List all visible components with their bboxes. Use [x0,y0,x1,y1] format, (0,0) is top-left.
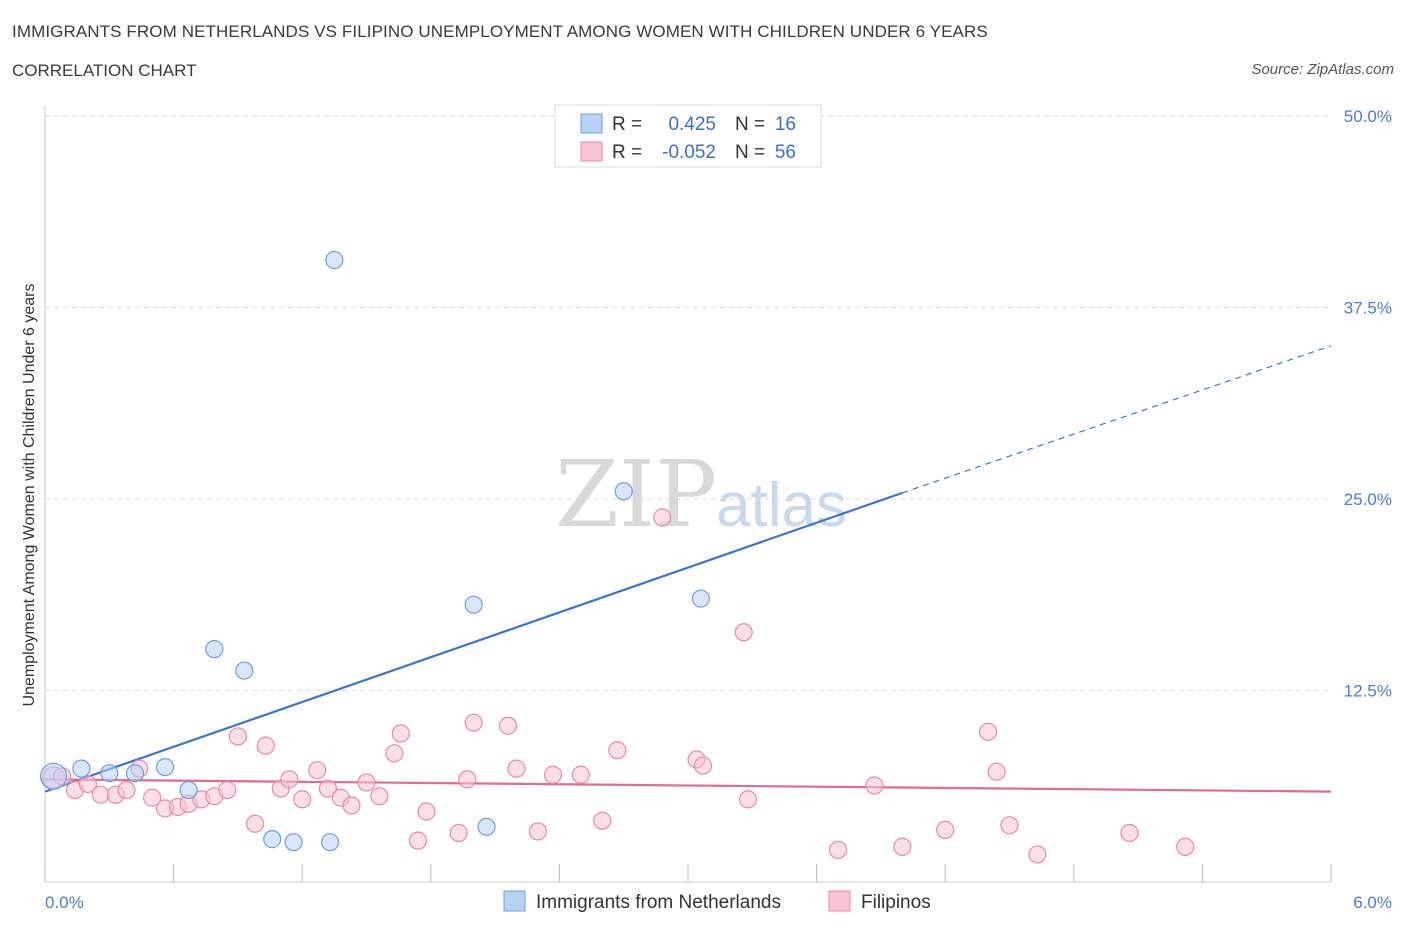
point-filipinos [308,761,327,780]
point-filipinos [464,713,483,732]
tick-labels: 12.5% 25.0% 37.5% 50.0% 0.0% 6.0% [45,107,1392,912]
legend-n-value: 56 [775,142,796,163]
point-filipinos [893,837,912,856]
point-netherlands [477,817,496,836]
point-filipinos [78,774,97,794]
point-filipinos [143,788,162,807]
point-netherlands [39,762,68,790]
point-filipinos [978,722,998,741]
series-legend-swatch-filipinos [828,890,851,912]
point-filipinos [865,776,884,795]
point-netherlands [614,482,633,501]
source-credit: Source: ZipAtlas.com [1251,61,1394,78]
point-filipinos [987,762,1006,781]
correlation-legend: R = 0.425 N = 16 R = -0.052 N = 56 [554,104,822,168]
trend-lines [44,345,1332,793]
point-filipinos [543,765,563,784]
point-filipinos [385,744,404,763]
point-filipinos [370,787,389,806]
legend-n-label: N = [735,114,765,135]
point-filipinos [449,823,468,843]
point-filipinos [528,822,548,841]
point-filipinos [693,756,713,775]
point-filipinos [936,820,955,840]
point-netherlands [72,759,91,778]
series-legend: Immigrants from Netherlands Filipinos [503,890,931,913]
trend-line-netherlands-projection [902,345,1332,494]
point-filipinos [571,765,590,784]
point-filipinos [738,790,758,809]
point-netherlands [125,764,145,783]
point-filipinos [1000,816,1019,835]
point-filipinos [828,840,848,859]
point-filipinos [498,716,518,735]
y-axis-label: Unemployment Among Women with Children U… [21,283,38,706]
point-filipinos [507,759,526,778]
legend-r-value: 0.425 [668,114,716,135]
point-filipinos [593,811,612,830]
point-filipinos [228,727,247,746]
data-points [39,250,1195,864]
point-netherlands [100,764,119,783]
point-filipinos [417,802,436,821]
point-filipinos [1176,837,1195,856]
series-legend-label-filipinos: Filipinos [861,892,931,913]
legend-swatch-netherlands [580,113,603,134]
chart-subtitle: CORRELATION CHART [12,61,197,80]
point-netherlands [205,640,224,659]
point-netherlands [284,833,303,852]
legend-r-label: R = [612,114,642,135]
axes [44,106,1332,883]
series-legend-swatch-netherlands [503,890,526,912]
point-filipinos [256,736,275,755]
chart-title: IMMIGRANTS FROM NETHERLANDS VS FILIPINO … [12,22,988,41]
y-tick-label: 50.0% [1344,107,1392,126]
point-filipinos [408,831,428,850]
legend-swatch-filipinos [580,141,603,162]
point-filipinos [608,741,627,760]
y-tick-label: 12.5% [1344,682,1392,701]
point-filipinos [1120,823,1139,843]
point-filipinos [218,780,237,800]
point-netherlands [320,833,340,852]
legend-n-label: N = [735,142,765,163]
legend-n-value: 16 [775,114,796,135]
point-filipinos [458,770,477,789]
watermark-atlas: atlas [716,471,847,540]
watermark-zip: ZIP [555,441,717,548]
point-netherlands [179,780,198,800]
legend-r-value: -0.052 [662,142,716,163]
point-filipinos [342,796,361,815]
point-netherlands [691,589,710,608]
x-tick-label: 6.0% [1353,893,1392,912]
point-netherlands [325,250,344,270]
point-netherlands [155,757,175,777]
point-filipinos [245,814,265,833]
point-filipinos [1028,845,1047,864]
point-filipinos [280,770,299,789]
legend-r-label: R = [612,142,642,163]
point-netherlands [464,595,483,614]
gridlines [45,115,1331,691]
series-legend-label-netherlands: Immigrants from Netherlands [536,892,781,913]
point-filipinos [734,623,753,642]
point-netherlands [235,661,254,680]
y-tick-label: 25.0% [1344,490,1392,509]
trend-line-netherlands [44,491,903,793]
x-tick-label: 0.0% [45,893,84,912]
point-filipinos [293,790,312,809]
point-filipinos [357,773,376,792]
point-filipinos [391,724,410,743]
point-filipinos [318,779,338,798]
trend-line-filipinos [44,778,1332,793]
y-tick-label: 37.5% [1344,299,1392,318]
point-filipinos [653,508,672,527]
point-netherlands [263,830,282,849]
point-filipinos [117,780,136,800]
